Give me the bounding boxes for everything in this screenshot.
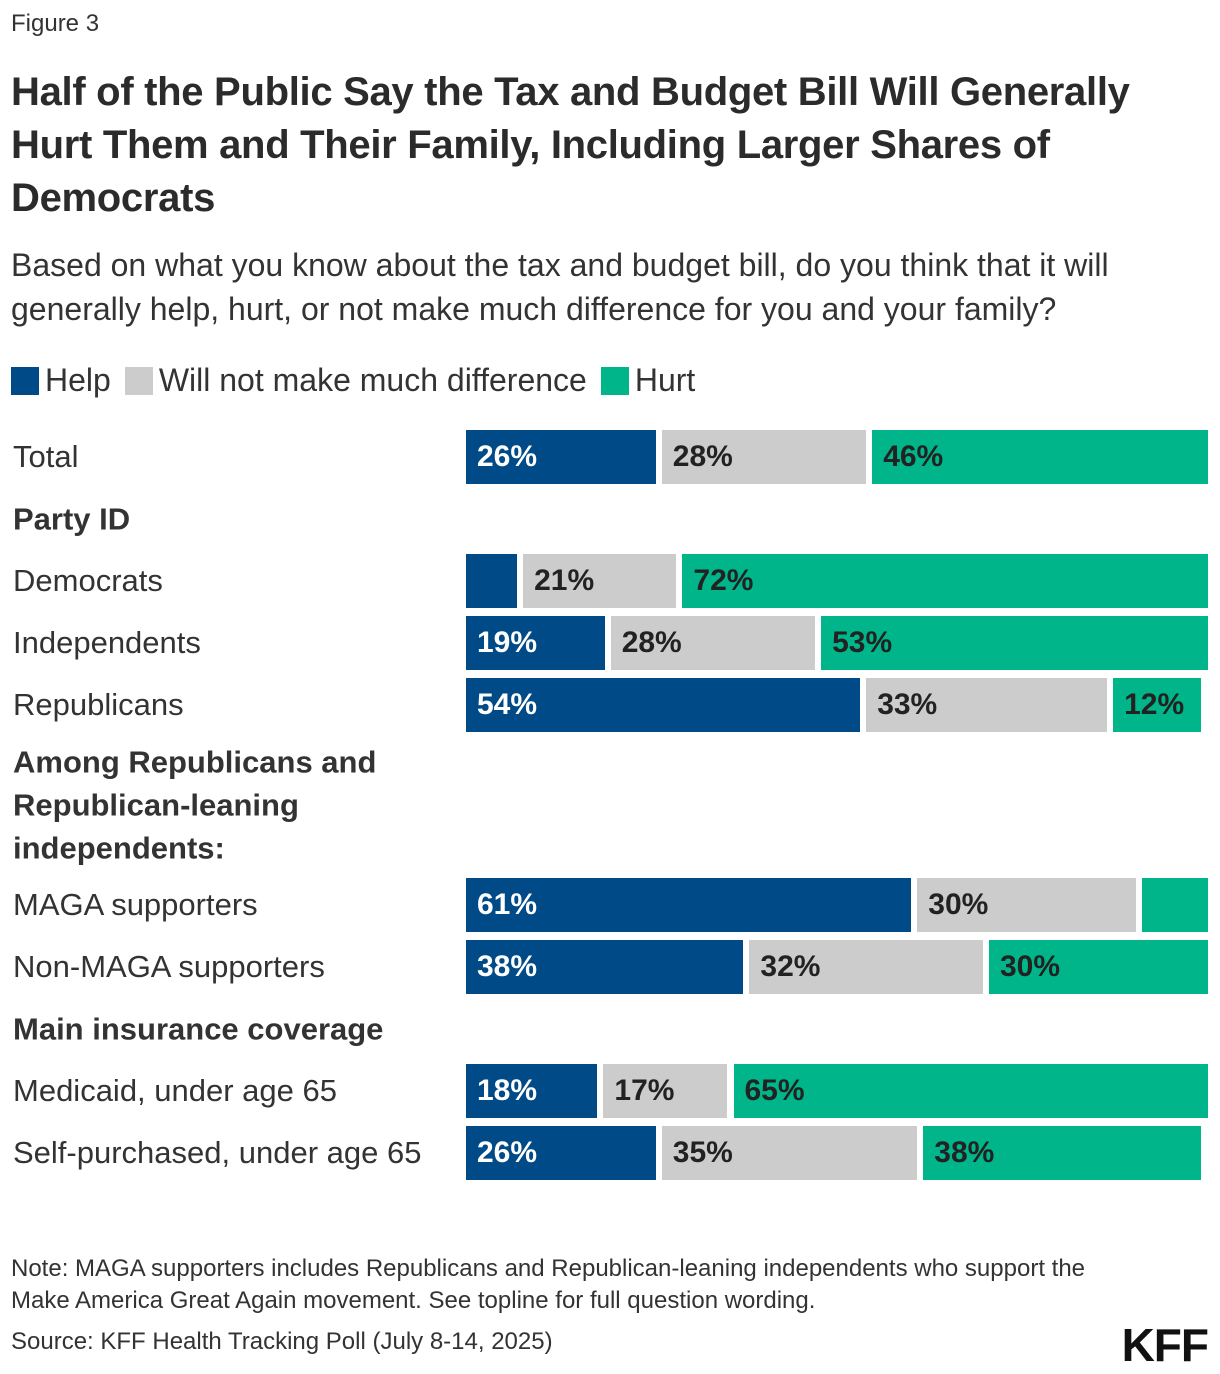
data-label: 21% — [534, 564, 595, 597]
data-label: 35% — [672, 1136, 733, 1169]
chart-subtitle: Based on what you know about the tax and… — [11, 247, 1109, 327]
bar-row: Non-MAGA supporters 38% 32% 30% — [0, 940, 1220, 994]
bar-segment-no-difference: 28% — [661, 430, 867, 484]
data-label: 12% — [1124, 688, 1185, 721]
legend-item-no-difference: Will not make much difference — [124, 362, 587, 399]
data-label: 26% — [477, 1136, 538, 1169]
data-label: 38% — [477, 950, 538, 983]
legend: Help Will not make much difference Hurt — [11, 362, 709, 399]
bar-segment-help: 26% — [466, 430, 656, 484]
data-label: 19% — [477, 626, 538, 659]
bar-row: Republicans 54% 33% 12% — [0, 678, 1220, 732]
group-heading: Main insurance coverage — [13, 1011, 384, 1047]
bar-segment-hurt: 53% — [821, 616, 1208, 670]
bar-segment-help: 54% — [466, 678, 861, 732]
data-label: 30% — [1000, 950, 1061, 983]
bar-segment-hurt: 65% — [733, 1064, 1208, 1118]
figure-label: Figure 3 — [11, 10, 100, 37]
data-label: 33% — [877, 688, 938, 721]
legend-label: Hurt — [634, 362, 696, 398]
legend-label: Will not make much difference — [158, 362, 587, 398]
data-label: 46% — [883, 440, 944, 473]
row-label: Self-purchased, under age 65 — [13, 1135, 422, 1170]
data-label: 17% — [614, 1074, 675, 1107]
bar-segment-no-difference: 21% — [523, 554, 677, 608]
bar-segment-no-difference: 17% — [603, 1064, 728, 1118]
bar-segment-help: 61% — [466, 878, 912, 932]
data-label: 32% — [760, 950, 821, 983]
data-label: 65% — [744, 1074, 805, 1107]
group-heading: Party ID — [13, 501, 131, 537]
legend-item-hurt: Hurt — [600, 362, 696, 399]
row-label: Republicans — [13, 687, 184, 722]
bar-segment-hurt: 38% — [923, 1126, 1201, 1180]
bar-segment-no-difference: 32% — [749, 940, 983, 994]
row-label: Democrats — [13, 563, 163, 598]
legend-swatch — [124, 366, 153, 395]
group-heading-row: Main insurance coverage — [0, 1002, 1220, 1056]
bar-row: Medicaid, under age 65 18% 17% 65% — [0, 1064, 1220, 1118]
bar-segment-help: 19% — [466, 616, 605, 670]
row-label: Independents — [13, 625, 201, 660]
row-label: Non-MAGA supporters — [13, 949, 325, 984]
bar-row: Democrats 21% 72% — [0, 554, 1220, 608]
bar-segment-help: 18% — [466, 1064, 598, 1118]
bar-segment-help — [466, 554, 518, 608]
bar-segment-no-difference: 28% — [610, 616, 816, 670]
data-label: 38% — [934, 1136, 995, 1169]
row-label: MAGA supporters — [13, 887, 258, 922]
data-label: 18% — [477, 1074, 538, 1107]
bar-segment-no-difference: 35% — [661, 1126, 918, 1180]
bar-segment-no-difference: 33% — [866, 678, 1108, 732]
bar-row: MAGA supporters 61% 30% — [0, 878, 1220, 932]
bar-segment-hurt: 12% — [1113, 678, 1201, 732]
bar-row: Total 26% 28% 46% — [0, 430, 1220, 484]
legend-swatch — [600, 366, 629, 395]
bar-segment-hurt — [1142, 878, 1208, 932]
data-label: 72% — [693, 564, 754, 597]
bar-segment-no-difference: 30% — [917, 878, 1137, 932]
legend-item-help: Help — [11, 362, 111, 399]
bar-segment-hurt: 46% — [872, 430, 1208, 484]
group-heading-row: Party ID — [0, 492, 1220, 546]
group-heading-row: Among Republicans and Republican-leaning… — [0, 740, 1220, 870]
bar-segment-hurt: 72% — [682, 554, 1208, 608]
kff-logo: KFF — [1121, 1319, 1209, 1371]
legend-label: Help — [45, 362, 111, 398]
bar-segment-hurt: 30% — [989, 940, 1208, 994]
data-label: 53% — [832, 626, 893, 659]
data-label: 26% — [477, 440, 538, 473]
chart-note: Note: MAGA supporters includes Republica… — [11, 1255, 1086, 1314]
bar-row: Independents 19% 28% 53% — [0, 616, 1220, 670]
chart-source: Source: KFF Health Tracking Poll (July 8… — [11, 1328, 553, 1355]
row-label: Medicaid, under age 65 — [13, 1073, 338, 1108]
stacked-bar-chart: Total 26% 28% 46% Party ID Democrats 21% 72% Ind… — [0, 430, 1220, 1188]
bar-row: Self-purchased, under age 65 26% 35% 38% — [0, 1126, 1220, 1180]
group-heading: Among Republicans and Republican-leaning… — [13, 744, 377, 866]
row-label: Total — [13, 439, 79, 474]
data-label: 54% — [477, 688, 538, 721]
data-label: 61% — [477, 888, 538, 921]
data-label: 30% — [928, 888, 989, 921]
legend-swatch — [11, 366, 39, 395]
data-label: 28% — [621, 626, 682, 659]
bar-segment-help: 26% — [466, 1126, 656, 1180]
chart-title: Half of the Public Say the Tax and Budge… — [11, 70, 1130, 220]
bar-segment-help: 38% — [466, 940, 744, 994]
data-label: 28% — [672, 440, 733, 473]
